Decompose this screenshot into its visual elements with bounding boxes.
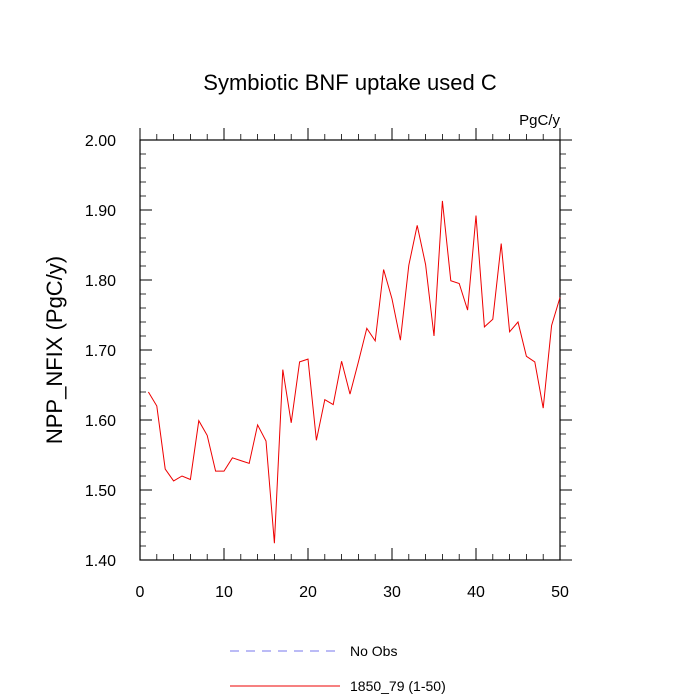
y-tick-label: 1.40 [85, 553, 116, 570]
plot-area [139, 139, 561, 561]
x-tick-label: 50 [551, 584, 569, 601]
units-label: PgC/y [519, 112, 560, 129]
y-tick-label: 1.70 [85, 343, 116, 360]
y-tick-label: 1.80 [85, 273, 116, 290]
y-tick-label: 1.90 [85, 203, 116, 220]
y-tick-label: 1.60 [85, 413, 116, 430]
x-tick-label: 0 [136, 584, 145, 601]
x-tick-label: 30 [383, 584, 401, 601]
y-axis-label: NPP_NFIX (PgC/y) [42, 256, 67, 444]
legend-label-no-obs: No Obs [350, 643, 397, 659]
x-tick-label: 20 [299, 584, 317, 601]
legend: No Obs 1850_79 (1-50) [230, 643, 446, 694]
y-tick-label: 1.50 [85, 483, 116, 500]
x-tick-label: 40 [467, 584, 485, 601]
series-layer [147, 200, 561, 544]
y-tick-label: 2.00 [85, 133, 116, 150]
x-tick-label: 10 [215, 584, 233, 601]
series-line-0 [147, 200, 561, 544]
axis-ticks: 0 10 20 30 40 50 1.40 1.50 1.60 1.70 1.80 1.90 2.00 [85, 128, 572, 601]
plot-frame [139, 139, 561, 561]
chart-title: Symbiotic BNF uptake used C [203, 70, 497, 95]
legend-label-1850-79: 1850_79 (1-50) [350, 678, 446, 694]
